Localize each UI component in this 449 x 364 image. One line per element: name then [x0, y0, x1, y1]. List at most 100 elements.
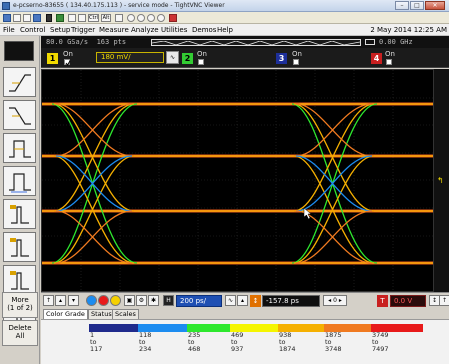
- ctrl-key-button[interactable]: Ctrl: [88, 14, 99, 22]
- minimize-button[interactable]: –: [395, 1, 409, 10]
- more-button[interactable]: More (1 of 2): [2, 292, 38, 318]
- grade-2-swatch: [138, 324, 190, 332]
- acquire-menu-icon[interactable]: ↑: [43, 295, 54, 306]
- acquisition-info-bar: 80.0 GSa/s 163 pts 0.00 GHz: [41, 36, 449, 48]
- grade-5-from: 938: [279, 331, 292, 339]
- delay-marker-icon: ↕: [250, 295, 261, 307]
- menu-utilities[interactable]: Utilities: [161, 26, 188, 34]
- grade-4: 469 to 937: [230, 324, 282, 353]
- single-button[interactable]: [110, 295, 121, 306]
- tab-color-grade[interactable]: Color Grade: [43, 309, 88, 319]
- delete-label: Delete: [8, 324, 32, 332]
- trigger-level-field[interactable]: 0.0 V: [390, 295, 426, 307]
- pulse-3-tool[interactable]: [3, 265, 36, 295]
- pulse-2-tool[interactable]: [3, 232, 36, 262]
- fullscreen-icon[interactable]: [169, 14, 177, 22]
- grade-5-to-word: to: [279, 338, 286, 346]
- grade-1-swatch: [89, 324, 141, 332]
- options-icon[interactable]: [23, 14, 31, 22]
- menu-demos[interactable]: Demos: [192, 26, 217, 34]
- ctrl-alt-del-icon[interactable]: [68, 14, 76, 22]
- datetime-display: 2 May 2014 12:25 AM: [370, 26, 447, 34]
- rising-edge-tool[interactable]: [3, 67, 36, 97]
- refresh-icon[interactable]: [56, 14, 64, 22]
- channel-1-badge[interactable]: 1: [47, 53, 58, 64]
- stepper-down-icon[interactable]: ▾: [68, 295, 79, 306]
- zoom-icon[interactable]: ∿: [225, 295, 236, 306]
- win-key-icon[interactable]: [78, 14, 86, 22]
- close-button[interactable]: ✕: [425, 1, 445, 10]
- grade-7: 3749 to 7497: [371, 324, 423, 353]
- channel-2-checkbox[interactable]: [198, 59, 204, 65]
- channel-1-scale-up-button[interactable]: ∿: [166, 51, 179, 64]
- tab-scales[interactable]: Scales: [112, 309, 139, 319]
- zoom-out-icon[interactable]: [137, 14, 145, 22]
- alt-key-button[interactable]: Alt: [101, 14, 111, 22]
- channel-1-scale[interactable]: 180 mV/: [96, 52, 164, 63]
- grade-1-to: 117: [90, 345, 103, 353]
- trigger-menu-icon[interactable]: ↑: [439, 295, 449, 306]
- menu-control[interactable]: Control: [20, 26, 46, 34]
- points-count: 163 pts: [96, 38, 127, 46]
- grade-7-swatch: [371, 324, 423, 332]
- delete-all-button[interactable]: Delete All: [2, 320, 38, 346]
- menu-trigger[interactable]: Trigger: [71, 26, 96, 34]
- grade-3-to-word: to: [188, 338, 195, 346]
- zoom-in-icon[interactable]: [127, 14, 135, 22]
- grade-4-from: 469: [231, 331, 244, 339]
- waveform-display[interactable]: [41, 69, 434, 292]
- horizontal-icon: H: [163, 295, 174, 306]
- app-menubar: File Control Setup Trigger Measure Analy…: [0, 24, 449, 36]
- eye-transitions: [51, 103, 378, 264]
- timebase-field[interactable]: 200 ps/: [176, 295, 222, 307]
- channel-1-on-label: On: [63, 50, 73, 58]
- channel-3-badge[interactable]: 3: [276, 53, 287, 64]
- waveform-overview[interactable]: [151, 39, 361, 46]
- default-setup-icon[interactable]: ⚙: [136, 295, 147, 306]
- delay-stepper[interactable]: ◂ 0 ▸: [323, 295, 347, 306]
- menu-measure[interactable]: Measure: [99, 26, 129, 34]
- acquisition-readout: 80.0 GSa/s 163 pts: [46, 38, 126, 46]
- channel-1-checkbox[interactable]: [64, 59, 71, 66]
- pulse-width-2-tool[interactable]: [3, 166, 36, 196]
- transfer-files-icon[interactable]: [115, 14, 123, 22]
- falling-edge-tool[interactable]: [3, 100, 36, 130]
- bottom-tabs: Color Grade Status Scales: [41, 308, 449, 319]
- pulse-width-tool[interactable]: [3, 133, 36, 163]
- pulse-width-2-icon: [9, 173, 31, 193]
- pulse-tool[interactable]: [3, 199, 36, 229]
- grade-1: 1 to 117: [89, 324, 141, 353]
- delay-up-icon[interactable]: ▴: [237, 295, 248, 306]
- run-stop-indicator[interactable]: [4, 41, 34, 61]
- pause-icon[interactable]: [46, 14, 52, 22]
- delay-field[interactable]: -157.8 ps: [262, 295, 320, 307]
- grade-5: 938 to 1874: [278, 324, 330, 353]
- save-icon[interactable]: [13, 14, 21, 22]
- stepper-icon[interactable]: ▴: [55, 295, 66, 306]
- maximize-button[interactable]: □: [410, 1, 424, 10]
- grade-7-to: 7497: [372, 345, 389, 353]
- menu-file[interactable]: File: [3, 26, 15, 34]
- stop-button[interactable]: [98, 295, 109, 306]
- trigger-level-marker-icon[interactable]: ↰: [437, 176, 444, 185]
- menu-analyze[interactable]: Analyze: [131, 26, 159, 34]
- channel-4-badge[interactable]: 4: [371, 53, 382, 64]
- trigger-source-icon: T: [377, 295, 388, 307]
- tab-status[interactable]: Status: [88, 309, 115, 319]
- menu-setup[interactable]: Setup: [50, 26, 71, 34]
- channel-4-on-label: On: [385, 50, 395, 58]
- info-icon[interactable]: [33, 14, 41, 22]
- new-connection-icon[interactable]: [3, 14, 11, 22]
- autoscale-icon[interactable]: ▣: [124, 295, 135, 306]
- run-button[interactable]: [86, 295, 97, 306]
- clear-display-icon[interactable]: ✱: [148, 295, 159, 306]
- grade-6: 1875 to 3748: [324, 324, 376, 353]
- zoom-fit-icon[interactable]: [157, 14, 165, 22]
- horizontal-controls-bar: ↑ ▴ ▾ ▣ ⚙ ✱ H 200 ps/ ∿ ▴ ↕ -157.8 ps ◂ …: [41, 292, 449, 308]
- channel-2-badge[interactable]: 2: [182, 53, 193, 64]
- zoom-100-icon[interactable]: [147, 14, 155, 22]
- channel-4-checkbox[interactable]: [386, 59, 392, 65]
- menu-help[interactable]: Help: [217, 26, 233, 34]
- grade-6-swatch: [324, 324, 376, 332]
- channel-3-checkbox[interactable]: [293, 59, 299, 65]
